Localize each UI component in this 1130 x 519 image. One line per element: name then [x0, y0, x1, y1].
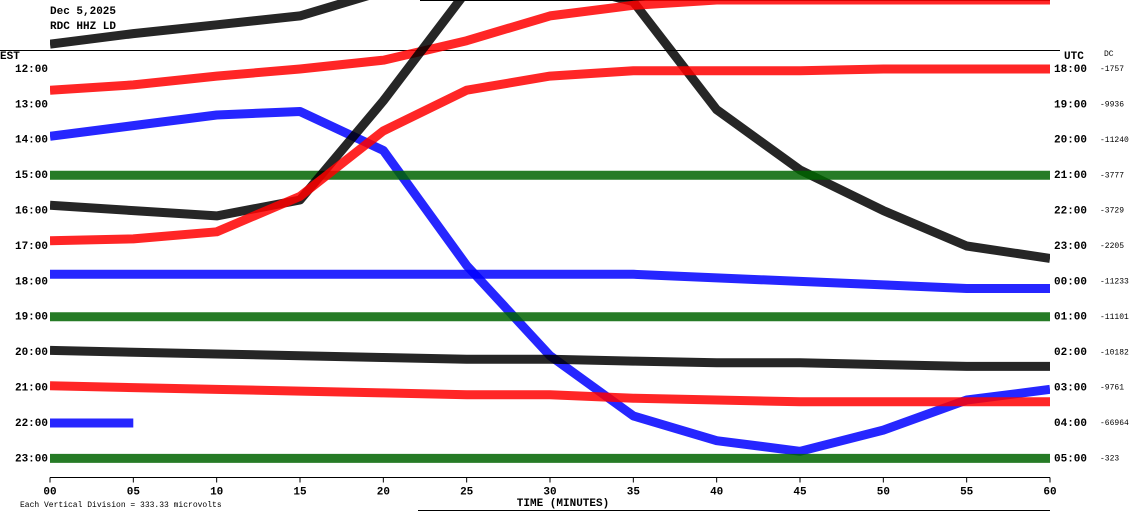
est-label: 15:00	[15, 170, 48, 182]
utc-label: 22:00	[1054, 206, 1087, 218]
trace	[50, 0, 1050, 95]
trace	[50, 269, 1050, 293]
est-label: 22:00	[15, 418, 48, 430]
utc-label: 19:00	[1054, 99, 1087, 111]
dc-value: -9936	[1100, 101, 1124, 110]
dc-value: -2205	[1100, 242, 1124, 251]
est-label: 13:00	[15, 99, 48, 111]
x-axis-label: TIME (MINUTES)	[517, 498, 609, 510]
dc-value: -66964	[1100, 419, 1129, 428]
utc-label: 02:00	[1054, 347, 1087, 359]
trace	[50, 381, 1050, 407]
est-label: 19:00	[15, 312, 48, 324]
traces	[50, 0, 1050, 463]
x-tick-label: 15	[293, 486, 307, 498]
trace	[50, 64, 1050, 246]
x-tick-label: 40	[710, 486, 723, 498]
x-tick-label: 35	[627, 486, 641, 498]
est-label: 17:00	[15, 241, 48, 253]
x-tick-label: 10	[210, 486, 223, 498]
x-tick-label: 25	[460, 486, 474, 498]
est-label: 14:00	[15, 135, 48, 147]
utc-label: 05:00	[1054, 453, 1087, 465]
x-tick-label: 05	[127, 486, 141, 498]
x-tick-label: 60	[1043, 486, 1056, 498]
x-tick-label: 00	[43, 486, 56, 498]
est-label: 12:00	[15, 64, 48, 76]
utc-label: 20:00	[1054, 135, 1087, 147]
dc-value: -9761	[1100, 384, 1124, 393]
title-line: Dec 5,2025	[50, 6, 116, 18]
x-tick-label: 20	[377, 486, 390, 498]
est-label: 21:00	[15, 383, 48, 395]
trace	[50, 0, 1050, 263]
left-axis-label: EST	[0, 51, 20, 63]
utc-label: 01:00	[1054, 312, 1087, 324]
est-label: 18:00	[15, 276, 48, 288]
dc-label: DC	[1104, 50, 1114, 59]
trace	[50, 0, 466, 221]
est-label: 20:00	[15, 347, 48, 359]
dc-value: -3729	[1100, 207, 1124, 216]
utc-label: 00:00	[1054, 276, 1087, 288]
utc-label: 03:00	[1054, 383, 1087, 395]
dc-value: -1757	[1100, 65, 1124, 74]
right-axis-label: UTC	[1064, 51, 1084, 63]
dc-value: -323	[1100, 455, 1119, 464]
dc-value: -11101	[1100, 313, 1129, 322]
utc-label: 21:00	[1054, 170, 1087, 182]
utc-label: 04:00	[1054, 418, 1087, 430]
est-label: 23:00	[15, 453, 48, 465]
utc-label: 18:00	[1054, 64, 1087, 76]
dc-value: -10182	[1100, 348, 1129, 357]
dc-value: -11233	[1100, 278, 1129, 287]
x-tick-label: 50	[877, 486, 890, 498]
x-tick-label: 30	[543, 486, 556, 498]
scale-note: Each Vertical Division = 333.33 microvol…	[20, 501, 222, 510]
utc-label: 23:00	[1054, 241, 1087, 253]
dc-value: -3777	[1100, 171, 1124, 180]
x-tick-label: 45	[793, 486, 807, 498]
title-line: RDC HHZ LD	[50, 21, 116, 33]
dc-value: -11240	[1100, 136, 1129, 145]
x-tick-label: 55	[960, 486, 974, 498]
est-label: 16:00	[15, 206, 48, 218]
trace	[50, 345, 1050, 371]
